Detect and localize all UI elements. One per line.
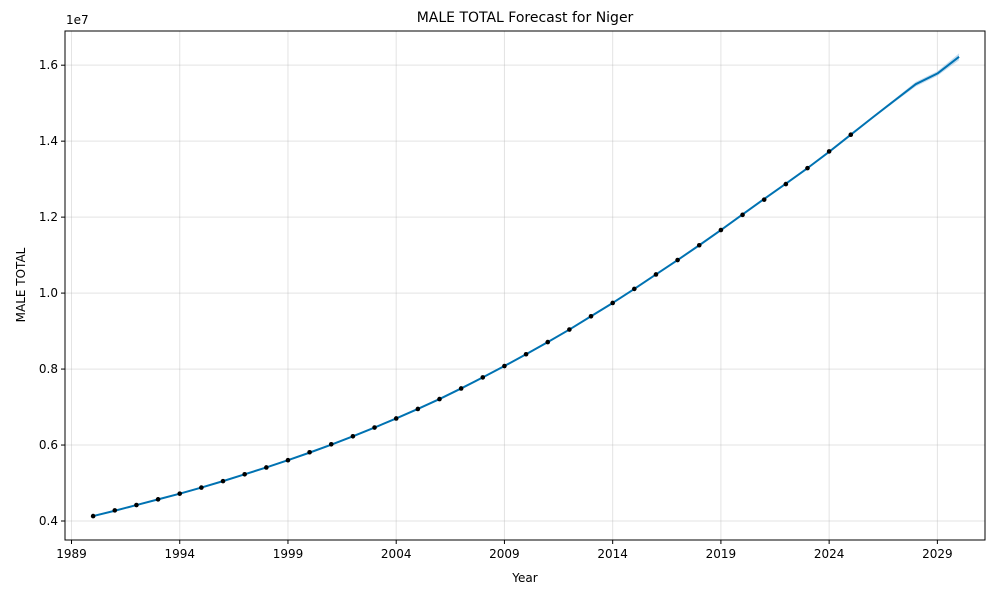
x-axis-label: Year [511,571,537,585]
y-tick-label: 1.6 [39,58,58,72]
observed-point [632,286,637,292]
y-tick-label: 0.6 [39,438,58,452]
observed-point [480,375,486,380]
x-tick-label: 2014 [597,547,628,561]
observed-point [848,132,854,137]
observed-point [437,396,442,402]
chart-title: MALE TOTAL Forecast for Niger [417,10,634,26]
observed-point [718,227,724,233]
observed-point [458,386,464,391]
observed-point [610,300,615,306]
y-axis-label: MALE TOTAL [14,247,28,322]
observed-point [155,497,161,502]
observed-point [696,242,702,248]
observed-point [805,165,810,171]
observed-point [285,457,291,463]
observed-point [112,508,118,513]
x-tick-label: 1999 [273,547,304,561]
y-axis-offset-label: 1e7 [66,13,89,27]
y-tick-label: 1.2 [39,210,58,224]
y-tick-label: 0.4 [39,514,58,528]
observed-point [242,471,247,477]
observed-point [567,327,572,332]
x-axis-ticks: 1989 1994 1999 2004 2009 2014 2019 2024 2029 [56,540,953,561]
y-tick-label: 0.8 [39,362,58,376]
observed-point [372,425,377,430]
y-tick-label: 1.4 [39,134,58,148]
observed-point [588,313,594,319]
observed-point [177,491,183,496]
observed-point [393,416,399,421]
plot-area-frame [64,30,986,541]
observed-point [350,434,356,439]
observed-point [653,272,659,277]
x-tick-label: 2029 [922,547,953,561]
observed-point [415,406,421,412]
observed-point [328,441,334,447]
observed-point [199,485,204,490]
x-tick-label: 2004 [381,547,412,561]
y-tick-label: 1.0 [39,286,58,300]
x-tick-label: 1994 [164,547,195,561]
observed-points [90,132,854,519]
observed-point [220,478,226,484]
observed-point [307,449,312,455]
observed-point [783,181,789,187]
observed-point [134,502,139,508]
x-tick-label: 2024 [814,547,845,561]
observed-point [264,465,269,470]
observed-point [545,339,551,345]
observed-point [826,149,832,154]
observed-point [740,212,745,218]
observed-point [523,351,529,357]
observed-point [761,197,767,202]
observed-point [90,513,96,519]
observed-point [502,363,507,369]
observed-point [675,257,680,263]
y-axis-ticks: 0.4 0.6 0.8 1.0 1.2 1.4 1.6 [39,58,65,528]
grid [65,31,985,540]
x-tick-label: 2019 [706,547,737,561]
x-tick-label: 2009 [489,547,520,561]
x-tick-label: 1989 [56,547,87,561]
